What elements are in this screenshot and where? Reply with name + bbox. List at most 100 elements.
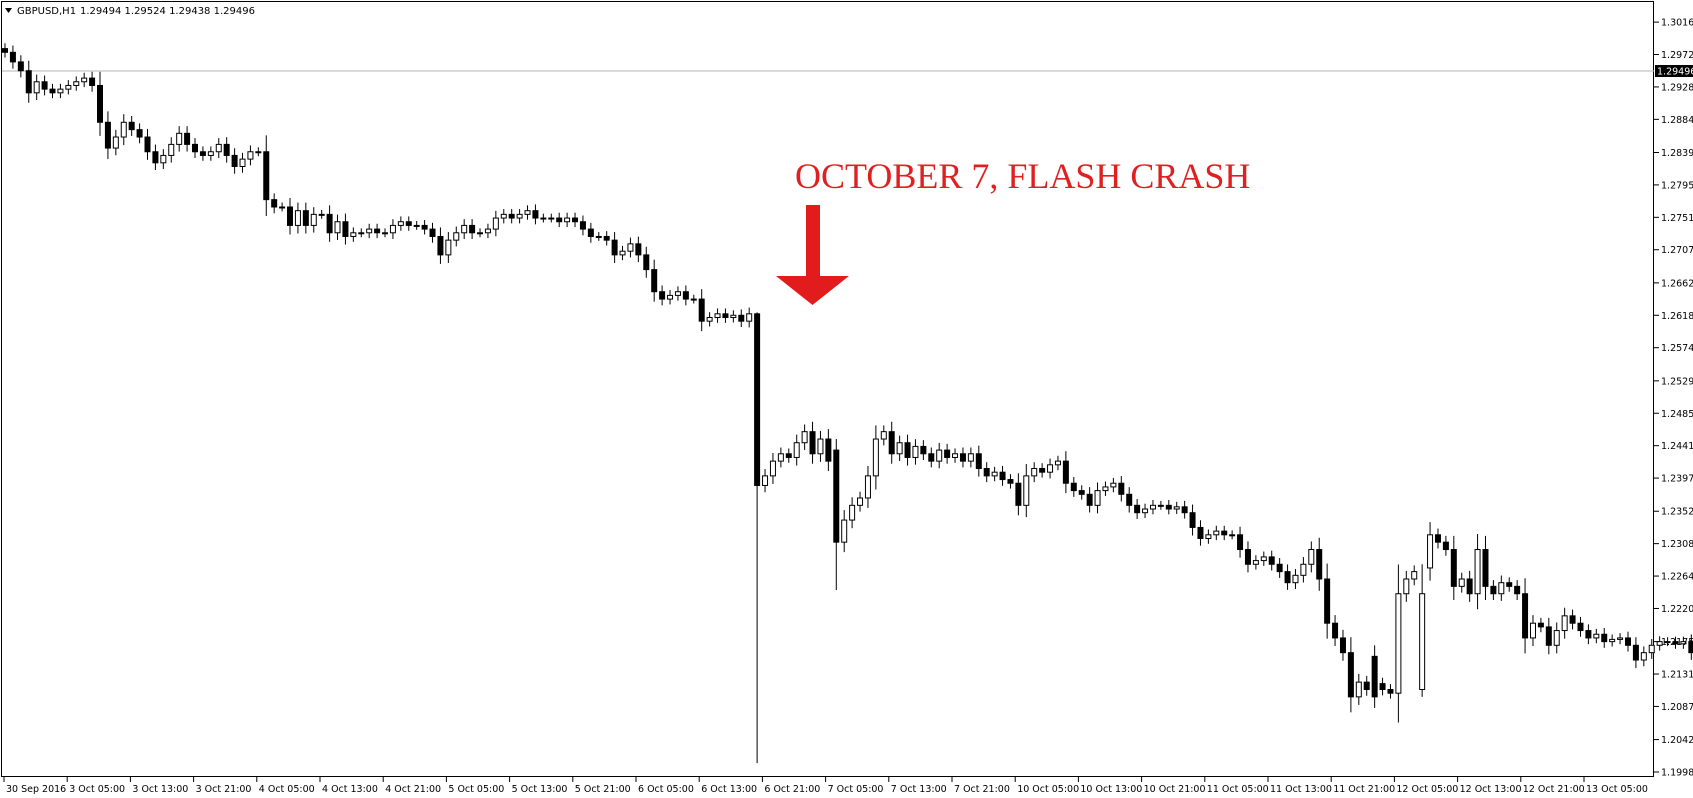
candle-body-bull <box>1680 641 1687 645</box>
x-tick-label: 6 Oct 21:00 <box>764 784 820 795</box>
candle-body-bear <box>1379 683 1386 690</box>
candle <box>453 226 460 247</box>
candle-body-bear <box>374 228 381 234</box>
candle-body-bear <box>1624 637 1631 646</box>
candle-body-bear <box>1062 460 1069 484</box>
y-tick-label: 1.20420 <box>1661 735 1693 746</box>
candle <box>674 286 681 301</box>
candle <box>1624 631 1631 652</box>
x-tick-label: 5 Oct 13:00 <box>512 784 568 795</box>
y-tick-label: 1.23520 <box>1661 507 1693 518</box>
candle <box>785 448 792 463</box>
candle <box>1403 570 1410 602</box>
candle-body-bear <box>1316 549 1323 580</box>
candle-body-bull <box>215 143 222 153</box>
candle <box>952 448 959 463</box>
candle <box>864 465 871 508</box>
x-tick-label: 4 Oct 05:00 <box>259 784 315 795</box>
candle <box>928 447 935 468</box>
candle-body-bear <box>152 151 159 164</box>
candle <box>611 232 618 263</box>
candle <box>1577 616 1584 637</box>
candle <box>912 439 919 465</box>
candle-body-bear <box>959 453 966 462</box>
candle <box>690 294 697 304</box>
candle <box>1553 622 1560 654</box>
y-tick-label: 1.29720 <box>1661 50 1693 61</box>
candle <box>643 246 650 278</box>
candle <box>801 424 808 450</box>
candle <box>1316 537 1323 591</box>
candle-body-bear <box>1078 490 1085 495</box>
candle <box>334 214 341 240</box>
candle <box>1442 535 1449 556</box>
candle <box>999 465 1006 486</box>
candle <box>754 312 761 764</box>
x-tick-label: 7 Oct 13:00 <box>891 784 947 795</box>
candle-body-bull <box>1142 508 1149 514</box>
candle <box>1142 503 1149 519</box>
candle <box>1213 525 1220 541</box>
candle-body-bear <box>97 84 104 123</box>
candle-body-bull <box>1403 578 1410 595</box>
candle <box>2 43 8 58</box>
candle-body-bull <box>1149 504 1156 510</box>
candle-body-bull <box>991 471 998 477</box>
candle <box>73 76 80 91</box>
candle-body-bear <box>199 151 206 156</box>
candle <box>263 135 270 217</box>
candle-body-bear <box>532 210 539 219</box>
chart-header[interactable]: GBPUSD,H1 1.29494 1.29524 1.29438 1.2949… <box>5 6 255 17</box>
candle-body-bull <box>112 136 119 149</box>
candle-body-bear <box>556 217 563 223</box>
candle-body-bull <box>73 81 80 86</box>
candle <box>184 126 191 152</box>
candle-body-bull <box>207 151 214 156</box>
candle-body-bull <box>1205 534 1212 539</box>
candle-body-bear <box>89 77 96 86</box>
candle <box>872 425 879 490</box>
y-tick-label: 1.26620 <box>1661 278 1693 289</box>
candle-body-bull <box>1609 638 1616 643</box>
candle-body-bull <box>769 460 776 477</box>
candle <box>1419 564 1426 697</box>
candle <box>1688 634 1693 660</box>
candle-body-bear <box>429 228 436 237</box>
candle-body-bull <box>247 151 254 160</box>
candle <box>587 222 594 243</box>
candle-body-bear <box>1268 556 1275 565</box>
candle-body-bear <box>128 121 135 131</box>
candle <box>1332 615 1339 647</box>
candle <box>1529 615 1536 647</box>
candle-body-bear <box>825 438 832 462</box>
candle-body-bear <box>833 449 840 543</box>
candle-body-bull <box>1229 534 1236 537</box>
candle-body-bull <box>484 228 491 234</box>
candle-body-bull <box>714 313 721 318</box>
y-tick-label: 1.21310 <box>1661 670 1693 681</box>
candle-body-bull <box>762 475 769 486</box>
candle-body-bull <box>1498 582 1505 595</box>
candle-body-bear <box>1070 482 1077 492</box>
candle <box>564 212 571 228</box>
candle-body-bull <box>397 221 404 226</box>
triangle-down-icon[interactable] <box>5 8 12 13</box>
candle <box>41 75 48 96</box>
candle <box>1244 541 1251 573</box>
candle <box>1434 528 1441 549</box>
y-tick-label: 1.22640 <box>1661 572 1693 583</box>
y-tick-label: 1.21750 <box>1661 637 1693 648</box>
y-axis: 1.30160 1.29720 1.29280 1.28840 1.28390 1.279… <box>1654 18 1693 779</box>
candle-body-bear <box>1189 512 1196 528</box>
candle-body-bull <box>239 158 246 167</box>
candle-body-bear <box>1181 506 1188 514</box>
x-tick-label: 12 Oct 21:00 <box>1523 784 1585 795</box>
candle-body-bull <box>880 431 887 440</box>
candle-body-bull <box>294 210 301 226</box>
candle-body-bull <box>967 453 974 462</box>
candle-body-bull <box>1157 504 1164 507</box>
candle-body-bear <box>1086 493 1093 506</box>
candle <box>1189 504 1196 536</box>
candle <box>904 434 911 466</box>
